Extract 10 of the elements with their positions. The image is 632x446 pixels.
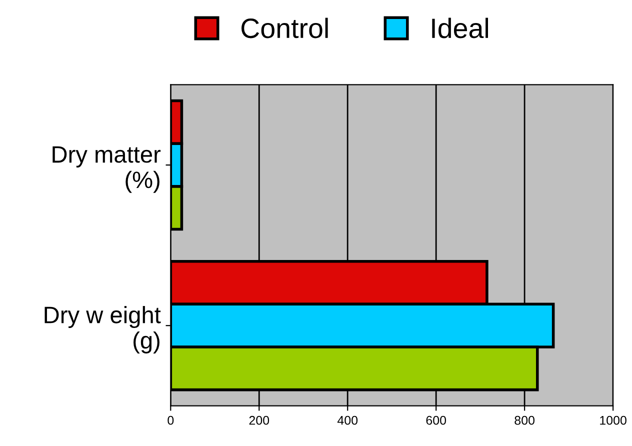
y-tick-label: Dry matter (%) (52, 146, 161, 193)
x-tick-label: 1000 (600, 416, 626, 425)
y-tick-label: Dry w eight (g) (44, 306, 161, 354)
x-tick-label: 0 (168, 416, 174, 425)
x-tick-label: 800 (514, 416, 534, 425)
legend-label: Ideal (432, 18, 488, 38)
x-tick-label: 600 (426, 416, 446, 425)
x-tick-label: 200 (249, 416, 270, 425)
x-tick-label: 400 (337, 416, 358, 425)
legend-label: Control (241, 18, 328, 38)
